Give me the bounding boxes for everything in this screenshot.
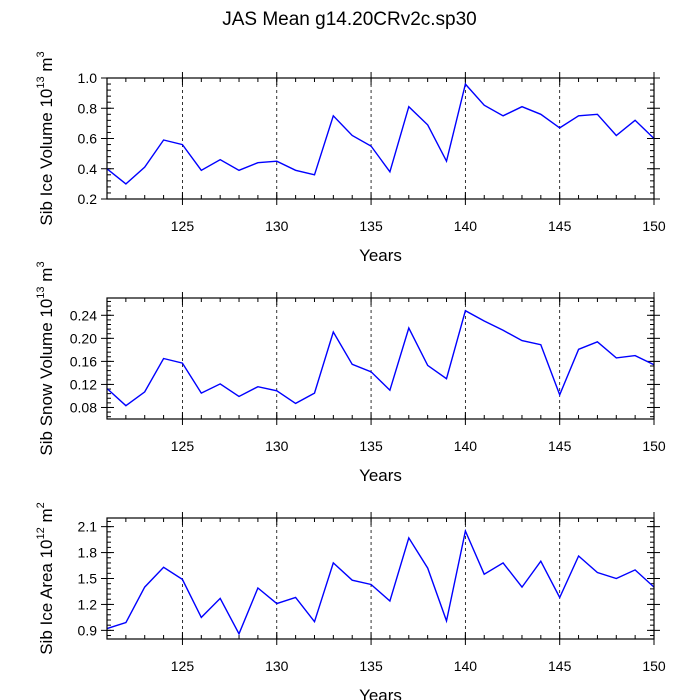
y-tick-label: 2.1 [78, 519, 98, 535]
y-tick-label: 0.24 [70, 307, 97, 323]
series-line [106, 309, 655, 407]
plot-frame [106, 517, 655, 640]
x-tick-label: 140 [454, 438, 478, 454]
panel-2: 125 130 135 140 145 150 0.08 0.12 0.16 0.20 0.24 Ye… [35, 261, 666, 485]
y-tick-label: 0.6 [78, 131, 98, 147]
y-tick-label: 0.8 [78, 100, 98, 116]
x-tick-label: 135 [359, 438, 383, 454]
y-axis-label: Sib Ice Volume 1013 m3 [35, 51, 56, 225]
panels: 125 130 135 140 145 150 0.2 0.4 0.6 0.8 1.0 Years Si… [35, 51, 666, 700]
y-tick-label: 0.20 [70, 330, 97, 346]
series-line [106, 82, 655, 185]
y-tick-label: 1.0 [78, 70, 98, 86]
main-title: JAS Mean g14.20CRv2c.sp30 [222, 9, 477, 30]
y-tick-label: 0.9 [78, 622, 98, 638]
y-tick-label: 0.08 [70, 399, 97, 415]
x-tick-label: 140 [454, 218, 478, 234]
x-tick-label: 150 [642, 438, 666, 454]
x-tick-label: 145 [548, 438, 572, 454]
x-tick-label: 130 [265, 218, 289, 234]
y-tick-label: 0.4 [78, 161, 98, 177]
y-tick-label: 0.2 [78, 191, 98, 207]
panel-3: 125 130 135 140 145 150 0.9 1.2 1.5 1.8 2.1 Years Si… [35, 502, 666, 700]
series-line [106, 528, 655, 636]
x-tick-label: 130 [265, 658, 289, 674]
x-tick-label: 125 [171, 658, 195, 674]
x-tick-label: 125 [171, 218, 195, 234]
panel-1: 125 130 135 140 145 150 0.2 0.4 0.6 0.8 1.0 Years Si… [35, 51, 666, 265]
y-axis-label: Sib Snow Volume 1013 m3 [35, 261, 56, 455]
x-tick-label: 135 [359, 658, 383, 674]
x-axis-label: Years [359, 686, 402, 700]
x-tick-label: 135 [359, 218, 383, 234]
x-tick-label: 145 [548, 218, 572, 234]
x-tick-label: 145 [548, 658, 572, 674]
x-axis-label: Years [359, 246, 402, 265]
plot-frame [106, 297, 655, 420]
x-tick-label: 150 [642, 218, 666, 234]
y-tick-label: 1.5 [78, 571, 98, 587]
x-tick-label: 130 [265, 438, 289, 454]
y-tick-label: 1.2 [78, 596, 98, 612]
y-tick-label: 0.12 [70, 376, 97, 392]
x-tick-label: 150 [642, 658, 666, 674]
x-axis-label: Years [359, 466, 402, 485]
y-tick-label: 1.8 [78, 545, 98, 561]
y-tick-label: 0.16 [70, 353, 97, 369]
y-axis-label: Sib Ice Area 1012 m2 [35, 502, 56, 655]
x-tick-label: 140 [454, 658, 478, 674]
plot-frame [106, 77, 655, 200]
x-tick-label: 125 [171, 438, 195, 454]
